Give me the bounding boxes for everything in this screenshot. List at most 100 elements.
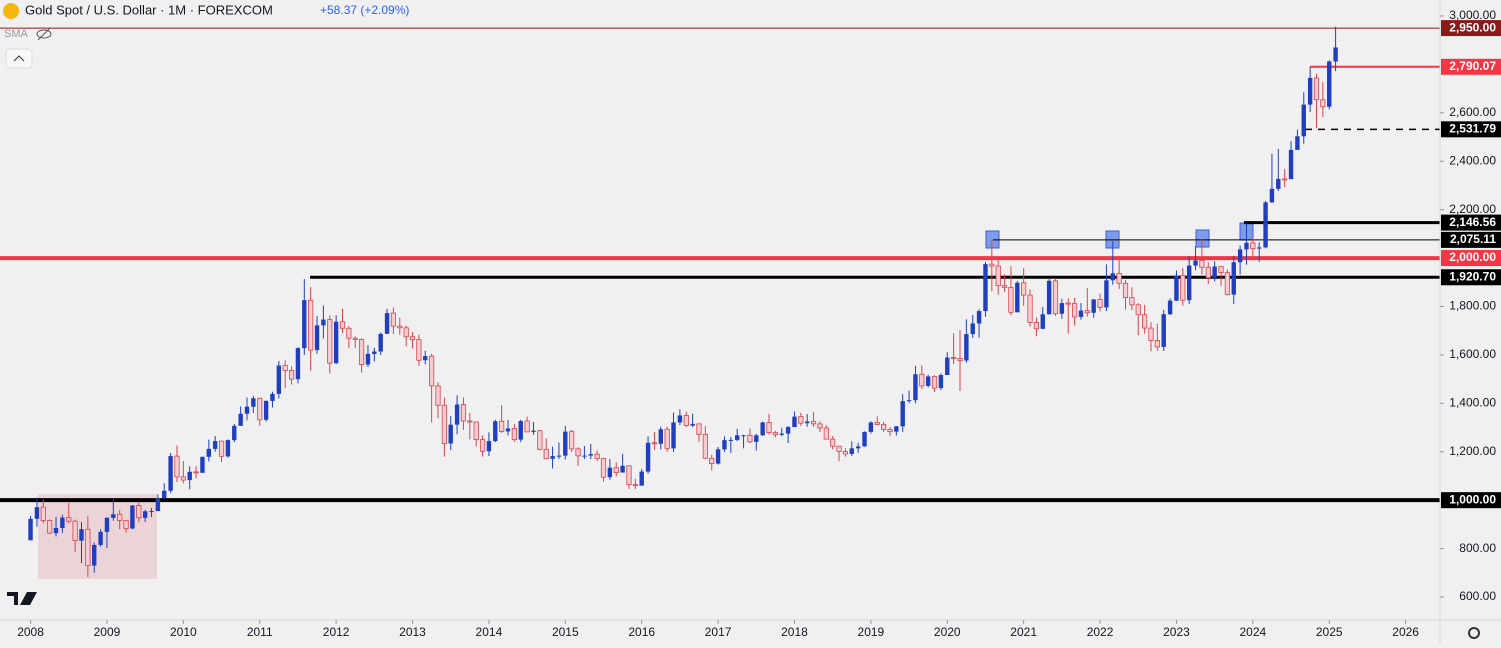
y-tick-label: 600.00 — [1459, 589, 1496, 603]
candle-body — [945, 357, 950, 376]
candle-body — [754, 435, 759, 442]
candle-body — [244, 406, 250, 414]
candle-body — [1167, 300, 1173, 315]
candle-body — [995, 265, 1001, 287]
candle-body — [524, 420, 530, 433]
candle-body — [588, 454, 593, 456]
indicator-name[interactable]: SMA — [4, 28, 29, 40]
candle-body — [365, 353, 371, 365]
level-label-box — [1441, 269, 1501, 286]
x-tick-label: 2019 — [858, 625, 885, 639]
candle-body — [785, 427, 791, 434]
candle-body — [1288, 149, 1294, 180]
y-tick-label: 1,800.00 — [1449, 299, 1496, 313]
candle-body — [390, 312, 397, 327]
candle-body — [53, 528, 59, 534]
candle-body — [270, 393, 275, 401]
candle-body — [722, 440, 727, 450]
candle-body — [766, 422, 772, 434]
x-tick-label: 2009 — [94, 625, 121, 639]
candle-body — [187, 471, 192, 481]
candle-body — [989, 263, 995, 267]
candle-body — [212, 441, 218, 449]
candle-body — [836, 445, 842, 452]
candle-body — [575, 448, 581, 457]
candle-body — [607, 467, 613, 478]
candle-body — [162, 490, 167, 499]
candle-body — [1193, 260, 1198, 266]
candle-body — [486, 441, 492, 452]
candle-body — [473, 421, 479, 441]
candle-body — [671, 422, 676, 449]
candle-body — [798, 416, 804, 424]
candle-body — [951, 357, 957, 359]
candle-body — [734, 435, 740, 440]
candle-body — [282, 365, 288, 371]
candle-body — [40, 506, 46, 521]
candle-body — [931, 376, 938, 389]
y-tick-label: 2,400.00 — [1449, 153, 1496, 167]
collapse-icon — [13, 55, 25, 62]
candle-body — [537, 430, 543, 450]
candle-body — [302, 300, 307, 349]
candle-body — [200, 456, 205, 473]
candle-body — [1161, 314, 1166, 347]
candle-body — [493, 421, 498, 442]
x-tick-label: 2023 — [1163, 625, 1190, 639]
candle-body — [1122, 282, 1129, 298]
candle-body — [1205, 266, 1211, 279]
candle-body — [1071, 302, 1078, 318]
x-tick-label: 2026 — [1392, 625, 1419, 639]
candle-body — [805, 421, 810, 424]
x-tick-label: 2015 — [552, 625, 579, 639]
candle-body — [1078, 310, 1084, 317]
candle-body — [117, 513, 123, 521]
candle-body — [632, 484, 638, 487]
candle-body — [238, 413, 243, 426]
candle-body — [1237, 249, 1243, 263]
candle-body — [779, 433, 784, 435]
level-label: 2,531.79 — [1449, 122, 1496, 136]
candle-body — [448, 424, 453, 444]
y-tick-label: 2,600.00 — [1449, 105, 1496, 119]
y-tick-label: 1,400.00 — [1449, 395, 1496, 409]
candle-body — [1269, 188, 1275, 203]
candle-body — [919, 373, 925, 387]
candle-body — [913, 374, 918, 401]
candle-body — [1224, 272, 1230, 296]
candle-body — [168, 456, 173, 491]
levels — [0, 27, 1440, 503]
candle-body — [251, 398, 256, 407]
candle-body — [123, 520, 129, 529]
candle-body — [409, 336, 416, 341]
level-label: 1,920.70 — [1449, 269, 1496, 283]
candle-body — [358, 339, 365, 365]
collapse-button[interactable] — [5, 48, 33, 69]
price-change[interactable]: +58.37 (+2.09%) — [320, 3, 409, 17]
candle-body — [1276, 178, 1281, 189]
candle-body — [964, 334, 969, 361]
candle-body — [645, 442, 651, 472]
candle-body — [180, 476, 186, 481]
candle-body — [690, 423, 695, 426]
candle-body — [225, 440, 231, 457]
candle-body — [47, 520, 53, 534]
candle-body — [28, 518, 33, 541]
high-marker — [1195, 229, 1210, 248]
candle-body — [1116, 272, 1122, 284]
candle-body — [1282, 178, 1288, 181]
level-label-box — [1441, 58, 1501, 75]
candle-body — [276, 365, 282, 394]
candle-body — [683, 415, 689, 426]
settings-icon[interactable] — [1468, 627, 1480, 639]
visibility-icon[interactable] — [36, 27, 52, 41]
candle-body — [741, 435, 746, 437]
candle-body — [531, 430, 536, 432]
level-label: 2,075.11 — [1450, 232, 1496, 246]
candle-body — [1186, 265, 1192, 301]
candle-body — [130, 505, 135, 529]
candle-body — [600, 458, 607, 478]
candle-body — [728, 439, 734, 441]
candle-body — [384, 313, 390, 334]
candle-body — [925, 376, 931, 386]
